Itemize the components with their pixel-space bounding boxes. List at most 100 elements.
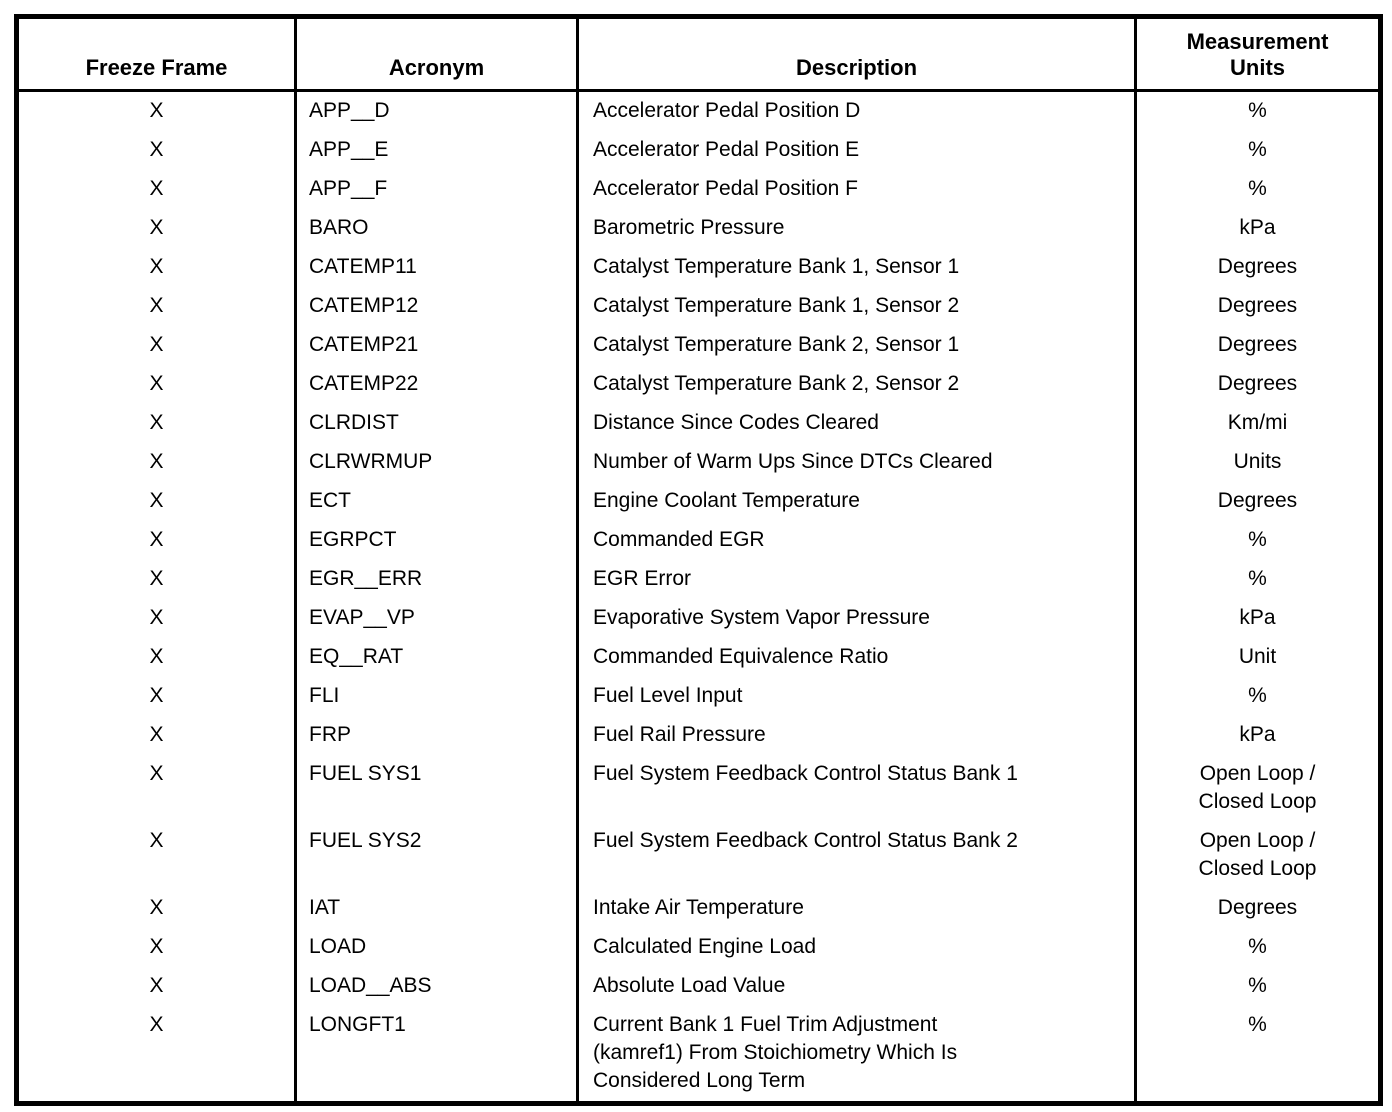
description-cell: Fuel Rail Pressure [576,716,1136,755]
acronym-cell: BARO [294,209,578,248]
freeze-frame-cell: X [149,567,164,590]
acronym-cell: CATEMP21 [294,326,578,365]
table-row: X EQ__RAT Commanded Equivalence Ratio Unit [17,638,1381,677]
freeze-frame-cell: X [149,411,164,434]
table-row: X CATEMP12 Catalyst Temperature Bank 1, Se… [17,287,1381,326]
acronym-cell: EGRPCT [294,521,578,560]
units-cell: % [1134,90,1381,131]
header-freeze-frame: Freeze Frame [16,16,296,92]
acronym-cell: CLRWRMUP [294,443,578,482]
header-description: Description [576,16,1136,92]
freeze-frame-cell: X [149,489,164,512]
units-cell: Degrees [1134,248,1381,287]
freeze-frame-cell: X [149,99,164,122]
description-cell: Accelerator Pedal Position F [576,170,1136,209]
units-cell: Degrees [1134,287,1381,326]
freeze-frame-cell: X [149,606,164,629]
units-cell: Degrees [1134,365,1381,404]
table-body: X APP__D Accelerator Pedal Position D% X APP… [17,90,1381,1104]
table-row: X EGRPCT Commanded EGR% [17,521,1381,560]
freeze-frame-cell: X [149,684,164,707]
description-cell: Commanded EGR [576,521,1136,560]
table-header: Freeze Frame Acronym Description Measure… [16,16,1381,92]
acronym-cell: FUEL SYS1 [294,755,578,822]
units-cell: % [1134,1006,1381,1104]
units-cell: Units [1134,443,1381,482]
units-cell: Open Loop / Closed Loop [1134,822,1381,889]
acronym-cell: EGR__ERR [294,560,578,599]
table-row: X FLI Fuel Level Input% [17,677,1381,716]
freeze-frame-cell: X [149,829,164,852]
units-cell: kPa [1134,209,1381,248]
freeze-frame-cell: X [149,528,164,551]
table-row: X LOAD__ABS Absolute Load Value% [17,967,1381,1006]
header-acronym: Acronym [294,16,578,92]
acronym-cell: EVAP__VP [294,599,578,638]
freeze-frame-cell: X [149,216,164,239]
description-cell: Intake Air Temperature [576,889,1136,928]
acronym-cell: IAT [294,889,578,928]
units-cell: Open Loop / Closed Loop [1134,755,1381,822]
units-cell: % [1134,928,1381,967]
description-cell: Catalyst Temperature Bank 1, Sensor 1 [576,248,1136,287]
table-row: X FRP Fuel Rail Pressure kPa [17,716,1381,755]
description-cell: Current Bank 1 Fuel Trim Adjustment (kam… [576,1006,1136,1104]
units-cell: % [1134,131,1381,170]
units-cell: Km/mi [1134,404,1381,443]
description-cell: Accelerator Pedal Position E [576,131,1136,170]
acronym-cell: CATEMP12 [294,287,578,326]
units-cell: Unit [1134,638,1381,677]
table-row: X APP__F Accelerator Pedal Position F% [17,170,1381,209]
description-cell: Catalyst Temperature Bank 2, Sensor 2 [576,365,1136,404]
units-cell: Degrees [1134,889,1381,928]
description-cell: EGR Error [576,560,1136,599]
description-cell: Barometric Pressure [576,209,1136,248]
freeze-frame-cell: X [149,896,164,919]
description-cell: Catalyst Temperature Bank 2, Sensor 1 [576,326,1136,365]
freeze-frame-cell: X [149,138,164,161]
acronym-cell: LONGFT1 [294,1006,578,1104]
table-row: X IAT Intake Air Temperature Degrees [17,889,1381,928]
units-cell: % [1134,677,1381,716]
table-row: X APP__E Accelerator Pedal Position E% [17,131,1381,170]
units-cell: Degrees [1134,482,1381,521]
acronym-cell: LOAD__ABS [294,967,578,1006]
freeze-frame-cell: X [149,935,164,958]
table-row: X ECT Engine Coolant Temperature Degrees [17,482,1381,521]
table-row: X FUEL SYS1 Fuel System Feedback Control S… [17,755,1381,822]
units-cell: % [1134,560,1381,599]
freeze-frame-cell: X [149,723,164,746]
acronym-cell: ECT [294,482,578,521]
description-cell: Accelerator Pedal Position D [576,90,1136,131]
units-cell: % [1134,967,1381,1006]
table-row: X CATEMP21 Catalyst Temperature Bank 2, Se… [17,326,1381,365]
header-measurement-units: Measurement Units [1134,16,1381,92]
table-row: X CLRWRMUP Number of Warm Ups Since DTCs C… [17,443,1381,482]
table-row: X CATEMP11 Catalyst Temperature Bank 1, Se… [17,248,1381,287]
acronym-cell: CATEMP11 [294,248,578,287]
freeze-frame-cell: X [149,333,164,356]
description-cell: Commanded Equivalence Ratio [576,638,1136,677]
acronym-cell: APP__F [294,170,578,209]
units-cell: kPa [1134,599,1381,638]
table-row: X BARO Barometric Pressure kPa [17,209,1381,248]
freeze-frame-cell: X [149,177,164,200]
description-cell: Fuel System Feedback Control Status Bank… [576,755,1136,822]
description-cell: Calculated Engine Load [576,928,1136,967]
acronym-cell: APP__D [294,90,578,131]
acronym-cell: FUEL SYS2 [294,822,578,889]
description-cell: Fuel System Feedback Control Status Bank… [576,822,1136,889]
table-row: X LOAD Calculated Engine Load% [17,928,1381,967]
table-row: X CLRDIST Distance Since Codes Cleared Km/m… [17,404,1381,443]
freeze-frame-cell: X [149,645,164,668]
freeze-frame-cell: X [149,1013,164,1036]
acronym-cell: LOAD [294,928,578,967]
units-cell: kPa [1134,716,1381,755]
freeze-frame-cell: X [149,294,164,317]
freeze-frame-data-table: Freeze Frame Acronym Description Measure… [14,14,1383,1106]
description-cell: Absolute Load Value [576,967,1136,1006]
acronym-cell: FRP [294,716,578,755]
description-cell: Number of Warm Ups Since DTCs Cleared [576,443,1136,482]
description-cell: Distance Since Codes Cleared [576,404,1136,443]
table-row: X FUEL SYS2 Fuel System Feedback Control S… [17,822,1381,889]
